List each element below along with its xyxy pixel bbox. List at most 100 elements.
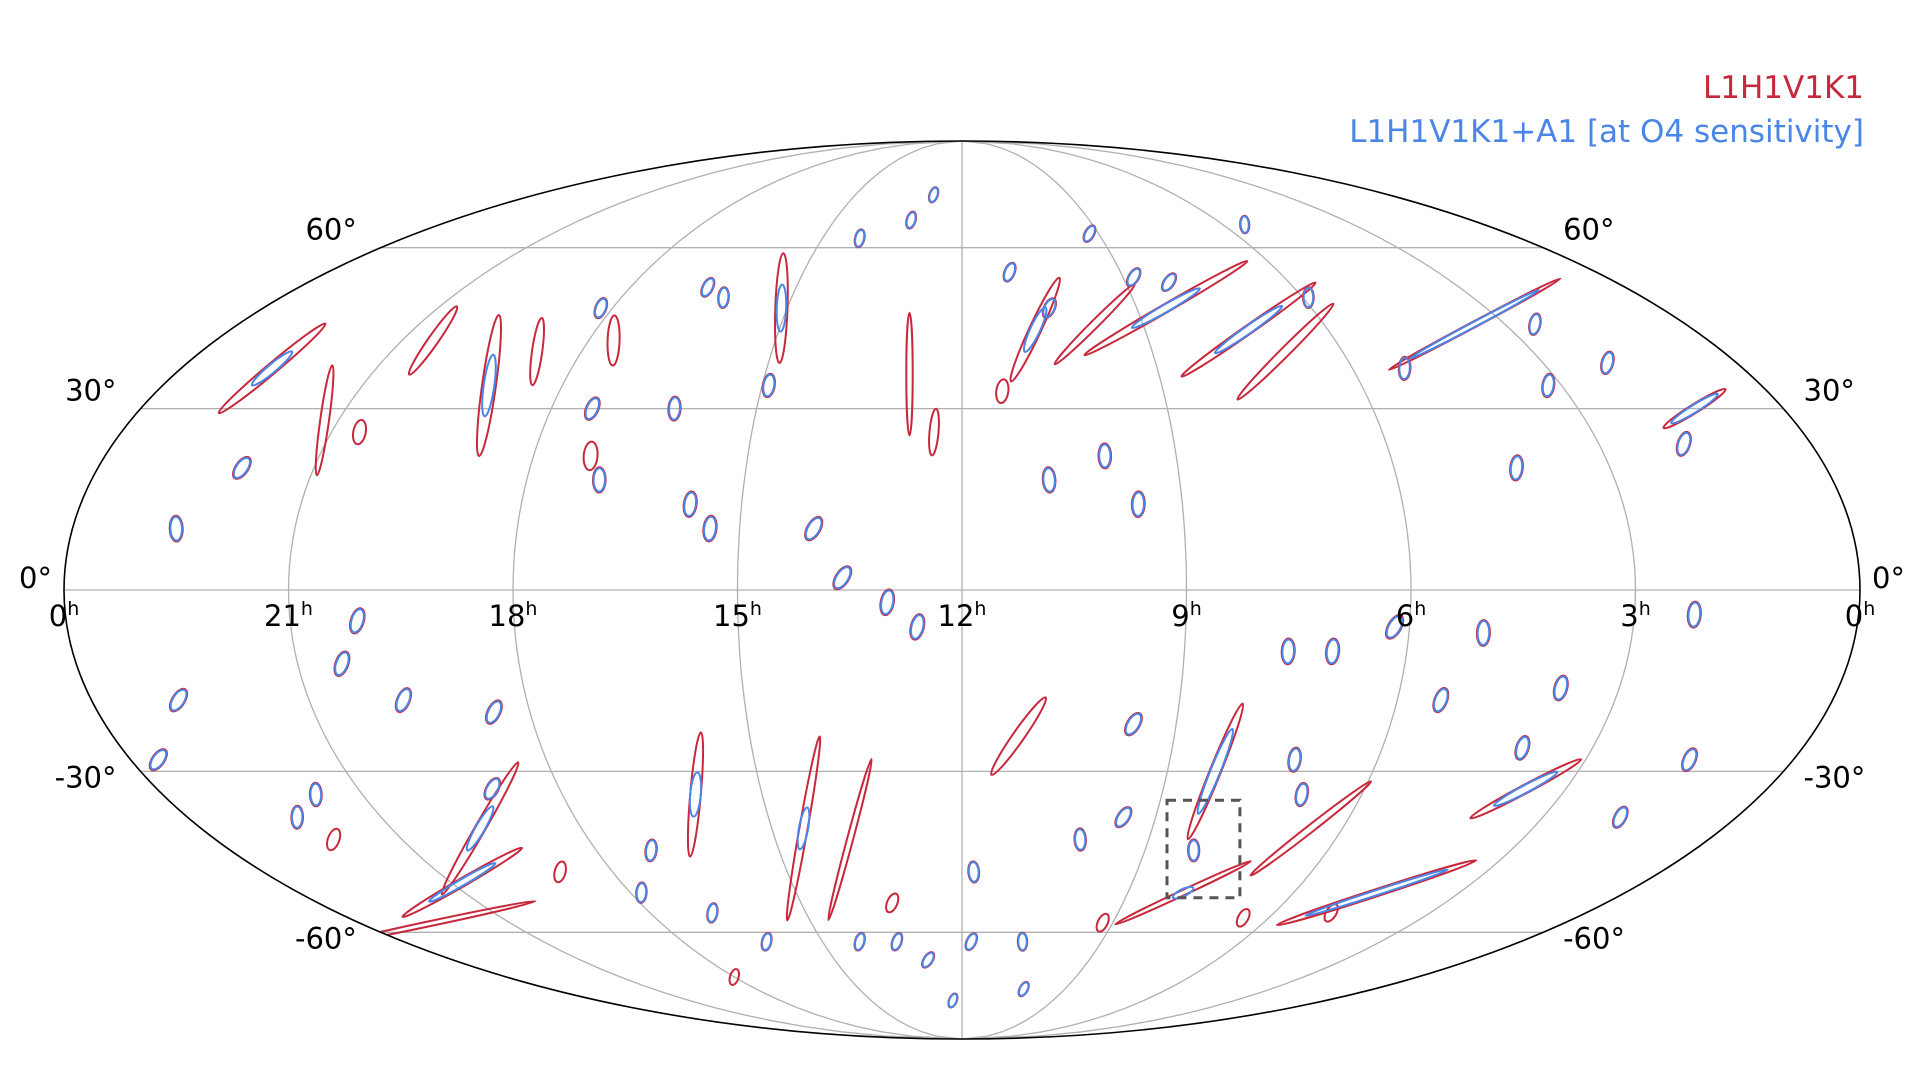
localization-spot-1-29	[1131, 491, 1146, 517]
localization-spot-0-76	[885, 892, 900, 914]
sky-localization-regions	[148, 186, 1727, 1009]
localization-region-1-14	[465, 805, 495, 852]
meridian-18h	[512, 140, 963, 1040]
meridian-3h	[961, 140, 1637, 1040]
localization-spot-1-70	[1687, 601, 1702, 628]
localization-region-1-4	[1130, 287, 1201, 329]
localization-region-0-14	[1236, 302, 1335, 401]
localization-spot-1-5	[762, 373, 776, 398]
localization-spot-1-60	[1553, 675, 1569, 701]
localization-spot-1-44	[644, 839, 658, 862]
localization-spot-1-6	[854, 228, 866, 248]
localization-spot-1-12	[1126, 267, 1141, 287]
localization-region-0-24	[785, 735, 822, 922]
ra-tick-label-3: 9h	[1171, 598, 1202, 633]
localization-spot-1-9	[1003, 262, 1017, 282]
localization-spot-1-3	[668, 396, 681, 421]
localization-spot-1-17	[1509, 455, 1524, 481]
localization-region-0-23	[827, 758, 873, 921]
legend-entry-l1h1v1k1: L1H1V1K1	[1702, 70, 1864, 106]
localization-spot-1-0	[232, 456, 251, 479]
localization-region-1-7	[1670, 392, 1719, 425]
tick-labels: 0h 3h 6h 9h 12h 15h 18h 21h 0h 60° 60° 30° 30° 0° 0° -3…	[19, 213, 1905, 956]
localization-region-1-10	[1171, 885, 1195, 900]
localization-spot-1-33	[909, 614, 925, 640]
localization-region-1-13	[688, 771, 703, 818]
localization-spot-0-75	[326, 827, 342, 852]
grid-lines	[64, 140, 1860, 1040]
dec-tick-label-right-2: 0°	[1872, 561, 1905, 595]
localization-spot-0-74	[728, 968, 741, 986]
dec-tick-label-left-2: 0°	[19, 561, 52, 595]
localization-region-0-1	[314, 364, 335, 477]
localization-spot-1-10	[1042, 297, 1057, 319]
localization-region-0-4	[529, 317, 546, 387]
localization-region-0-19	[1249, 780, 1372, 877]
localization-spot-1-58	[1287, 747, 1302, 772]
localization-spot-1-18	[1541, 373, 1555, 398]
localization-spot-1-41	[309, 782, 323, 807]
localization-spot-1-28	[1098, 443, 1112, 469]
localization-region-0-20	[1114, 859, 1252, 926]
ra-tick-label-6: 18h	[489, 598, 538, 633]
localization-region-0-2	[407, 305, 459, 376]
localization-spot-1-24	[700, 277, 715, 298]
localization-spot-0-52	[1123, 711, 1143, 737]
localization-region-1-2	[775, 283, 788, 333]
localization-spot-1-53	[1115, 806, 1132, 828]
localization-region-1-6	[1409, 288, 1540, 360]
localization-region-0-11	[1053, 283, 1136, 366]
localization-spot-1-48	[890, 932, 903, 951]
localization-spot-1-32	[880, 589, 895, 616]
localization-spot-1-31	[683, 491, 698, 517]
localization-region-0-6	[582, 440, 599, 472]
localization-spot-1-13	[1161, 272, 1177, 292]
localization-region-0-7	[774, 252, 789, 364]
localization-spot-1-25	[804, 516, 823, 541]
localization-spot-0-72	[351, 418, 368, 446]
localization-spot-1-56	[1281, 638, 1296, 665]
localization-spot-1-26	[833, 566, 852, 590]
highlight-box	[1165, 798, 1242, 900]
meridian-21h	[287, 140, 963, 1040]
localization-region-0-8	[905, 311, 914, 437]
localization-spot-0-71	[995, 378, 1010, 405]
legend-entry-l1h1v1k1-a1: L1H1V1K1+A1 [at O4 sensitivity]	[1349, 114, 1864, 150]
localization-spot-1-34	[349, 608, 365, 634]
localization-spot-1-52	[1124, 712, 1143, 736]
localization-spot-1-15	[1302, 286, 1315, 309]
localization-spot-1-63	[1681, 748, 1698, 772]
ra-tick-label-0: 0h	[1845, 598, 1876, 633]
localization-spot-1-45	[706, 902, 719, 923]
localization-spot-1-65	[1385, 615, 1404, 639]
localization-spot-1-64	[1612, 806, 1628, 828]
localization-spot-0-53	[1114, 806, 1133, 829]
localization-spot-1-59	[1295, 782, 1309, 807]
localization-spot-1-30	[717, 286, 730, 309]
localization-spot-1-39	[169, 688, 188, 712]
meridian-9h	[961, 140, 1188, 1040]
localization-spot-1-16	[1398, 356, 1411, 381]
localization-region-0-18	[1275, 859, 1478, 927]
series-1	[149, 186, 1719, 1009]
localization-spot-1-66	[921, 951, 935, 968]
localization-spot-0-39	[168, 687, 189, 713]
ra-tick-label-4: 12h	[938, 598, 987, 633]
localization-spot-1-47	[853, 932, 866, 951]
localization-spot-1-23	[584, 397, 600, 420]
ra-tick-label-1: 3h	[1620, 598, 1651, 633]
localization-region-1-9	[1304, 868, 1449, 917]
localization-spot-0-77	[1095, 912, 1110, 933]
localization-spot-1-27	[1042, 467, 1056, 493]
localization-region-0-28	[332, 900, 537, 946]
localization-spot-1-19	[1528, 313, 1542, 336]
localization-spot-1-55	[1187, 839, 1200, 862]
localization-spot-0-78	[1235, 907, 1251, 928]
ra-tick-label-5: 15h	[713, 598, 762, 633]
localization-spot-1-4	[703, 515, 717, 542]
localization-region-1-3	[1022, 306, 1048, 353]
localization-spot-0-40	[148, 748, 168, 772]
localization-spot-1-46	[760, 932, 773, 952]
localization-region-1-0	[250, 350, 294, 387]
